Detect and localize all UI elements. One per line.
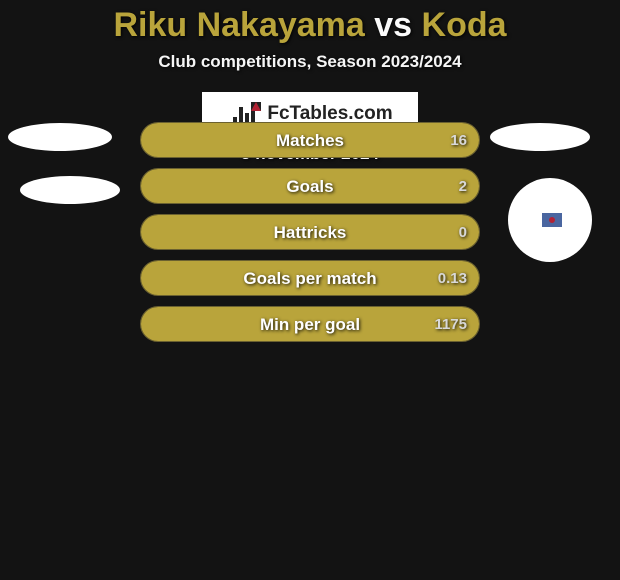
title-vs: vs — [365, 6, 422, 44]
stat-bar-value-right: 2 — [459, 169, 467, 205]
page-title: Riku Nakayama vs Koda — [0, 0, 620, 42]
title-player2: Koda — [422, 6, 507, 44]
stat-bar-value-right: 0.13 — [438, 261, 467, 297]
stat-bar-value-right: 0 — [459, 215, 467, 251]
flag-dot-icon — [549, 217, 555, 223]
logo-arrow-icon — [251, 102, 261, 111]
flag-icon — [542, 213, 562, 227]
stat-bar-label: Goals — [286, 169, 333, 205]
stat-bars: Matches 16 Goals 2 Hattricks 0 Goals per match… — [140, 122, 480, 352]
stat-bar-label: Min per goal — [260, 307, 360, 343]
stat-bar-label: Hattricks — [274, 215, 347, 251]
stat-bar-value-right: 16 — [450, 123, 467, 159]
subtitle: Club competitions, Season 2023/2024 — [0, 52, 620, 72]
stat-bar-label: Matches — [276, 123, 344, 159]
avatar-shadow-left-2 — [20, 176, 120, 204]
stat-bar-label: Goals per match — [243, 261, 376, 297]
stat-bar: Min per goal 1175 — [140, 306, 480, 342]
stat-bar: Goals 2 — [140, 168, 480, 204]
player2-avatar-circle — [508, 178, 592, 262]
avatar-shadow-right-1 — [490, 123, 590, 151]
stat-bar: Matches 16 — [140, 122, 480, 158]
avatar-shadow-left-1 — [8, 123, 112, 151]
title-player1: Riku Nakayama — [113, 6, 364, 44]
stat-bar: Hattricks 0 — [140, 214, 480, 250]
stat-bar-value-right: 1175 — [434, 307, 467, 343]
stat-bar: Goals per match 0.13 — [140, 260, 480, 296]
